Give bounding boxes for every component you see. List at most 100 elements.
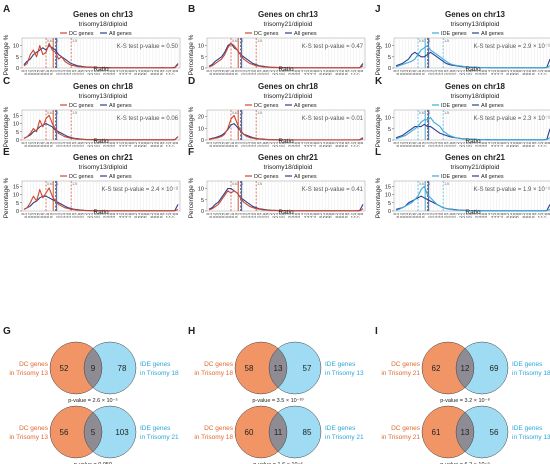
panel-subtitle: trisomy21/diploid <box>264 21 313 28</box>
legend-label-1: DC genes <box>69 31 94 37</box>
x-tick-label: 3.2 <box>288 213 292 218</box>
x-tick-label: 5.2 <box>134 213 138 218</box>
x-tick-label: 0.4 <box>219 213 223 218</box>
x-tick-label: 6.4 <box>525 213 529 218</box>
venn-right-count: 57 <box>303 364 312 373</box>
y-tick-label: 0 <box>388 66 391 72</box>
x-tick-label: 7.4 <box>354 213 358 218</box>
panel-subtitle: trisomy18/diploid <box>79 21 128 28</box>
legend: DC genes All genes <box>245 31 317 37</box>
x-tick-label: 0.3 <box>402 142 406 147</box>
venn-overlap <box>456 348 474 388</box>
x-tick-label: 6.8 <box>344 70 348 75</box>
ratio-ref-label: 1.5 <box>444 111 449 115</box>
ks-test-label: K-S test p-value = 0.01 <box>302 116 364 122</box>
x-tick-label: 4.8 <box>313 213 317 218</box>
x-tick-label: 2.2 <box>459 70 463 75</box>
x-tick-label: 6.2 <box>522 213 526 218</box>
venn-left-count: 52 <box>60 364 69 373</box>
x-tick-label: 0.2 <box>399 213 403 218</box>
x-tick-label: 5.4 <box>137 70 141 75</box>
x-tick-label: 0 <box>393 142 397 144</box>
x-tick-label: 7.6 <box>172 70 176 75</box>
x-tick-label: 0.1 <box>209 213 213 218</box>
x-tick-label: 6 <box>332 213 336 215</box>
x-tick-label: 0 <box>393 70 397 72</box>
venn-left-count: 62 <box>432 364 441 373</box>
x-tick-label: 2.6 <box>93 70 97 75</box>
x-tick-label: 2.6 <box>465 70 469 75</box>
x-tick-label: 1.4 <box>65 213 69 218</box>
panel-b: B Genes on chr13 trisomy21/diploid DC genes… <box>188 4 366 75</box>
x-tick-label: 7 <box>162 70 166 72</box>
x-tick-label: 1 <box>52 213 56 215</box>
x-tick-label: 0.4 <box>406 70 410 75</box>
x-tick-label: 2.8 <box>96 142 100 147</box>
x-tick-label: 0.9 <box>49 213 53 218</box>
x-tick-label: 4 <box>115 213 119 215</box>
x-tick-label: 1.2 <box>244 213 248 218</box>
venn-overlap-count: 11 <box>274 428 283 437</box>
x-tick-label: 3.8 <box>297 70 301 75</box>
x-tick-label: 1.3 <box>62 70 66 75</box>
x-tick-label: 3.2 <box>475 213 479 218</box>
x-tick-label: 6.8 <box>531 142 535 147</box>
panel-letter: I <box>375 326 378 337</box>
ks-test-label: K-S test p-value = 0.41 <box>302 187 364 193</box>
x-tick-label: 1.9 <box>266 213 270 218</box>
panel-title: Genes on chr18 <box>73 82 134 91</box>
x-tick-label: 5.6 <box>325 70 329 75</box>
x-tick-label: 0.7 <box>228 142 232 147</box>
x-tick-label: 2.2 <box>272 70 276 75</box>
ratio-ref-label: 1 <box>241 182 243 186</box>
legend: DC genes All genes <box>60 103 132 109</box>
venn-left-outline <box>49 405 103 459</box>
x-tick-label: 4.6 <box>497 213 501 218</box>
x-tick-label: 2.4 <box>90 70 94 75</box>
ratio-ref-label: 0.67 <box>232 39 239 43</box>
x-tick-label: 1.2 <box>431 70 435 75</box>
x-tick-label: 4.4 <box>122 142 126 147</box>
x-tick-label: 7 <box>534 142 538 144</box>
x-tick-label: 5.8 <box>144 213 148 218</box>
x-tick-label: 8 <box>360 213 364 215</box>
ratio-ref-label: 0.67 <box>419 39 426 43</box>
venn-p-value: p-value = 6.2 × 10⁻⁹ <box>440 461 490 464</box>
x-tick-label: 0.2 <box>27 142 31 147</box>
x-tick-label: 1.3 <box>434 142 438 147</box>
x-tick-label: 4.2 <box>118 213 122 218</box>
x-tick-label: 7.2 <box>351 70 355 75</box>
x-tick-label: 4 <box>487 213 491 215</box>
x-tick-label: 2.4 <box>90 142 94 147</box>
x-tick-label: 5.8 <box>516 142 520 147</box>
x-tick-label: 4.6 <box>310 142 314 147</box>
x-tick-label: 1.8 <box>78 142 82 147</box>
venn-right-count: 78 <box>118 364 127 373</box>
x-tick-label: 0.1 <box>24 142 28 147</box>
x-tick-label: 2.8 <box>96 213 100 218</box>
x-axis-label: Ratio <box>278 138 294 145</box>
x-tick-label: 3.4 <box>478 142 482 147</box>
x-tick-label: 0 <box>206 142 210 144</box>
x-tick-label: 2.8 <box>281 142 285 147</box>
venn-right-outline <box>455 405 509 459</box>
x-tick-label: 0.3 <box>402 70 406 75</box>
panel-d: D Genes on chr18 trisomy21/diploid DC genes… <box>188 76 366 147</box>
x-tick-label: 0.3 <box>215 70 219 75</box>
x-tick-label: 1.7 <box>259 142 263 147</box>
x-tick-label: 6.8 <box>531 213 535 218</box>
x-tick-label: 0.6 <box>225 70 229 75</box>
x-tick-label: 2.2 <box>272 142 276 147</box>
x-tick-label: 1.4 <box>250 142 254 147</box>
panel-c: C Genes on chr18 trisomy13/diploid DC genes… <box>3 76 181 147</box>
y-tick-label: 0 <box>201 66 204 72</box>
x-axis-label: Ratio <box>465 209 481 216</box>
x-tick-label: 5.8 <box>516 213 520 218</box>
x-tick-label: 1.2 <box>59 142 63 147</box>
x-tick-label: 8 <box>547 213 550 215</box>
ratio-ref-label: 1 <box>428 182 430 186</box>
legend: DC genes All genes <box>60 174 132 180</box>
x-tick-label: 1.8 <box>263 142 267 147</box>
ratio-ref-label: 1.5 <box>257 39 262 43</box>
x-tick-label: 3.4 <box>106 70 110 75</box>
